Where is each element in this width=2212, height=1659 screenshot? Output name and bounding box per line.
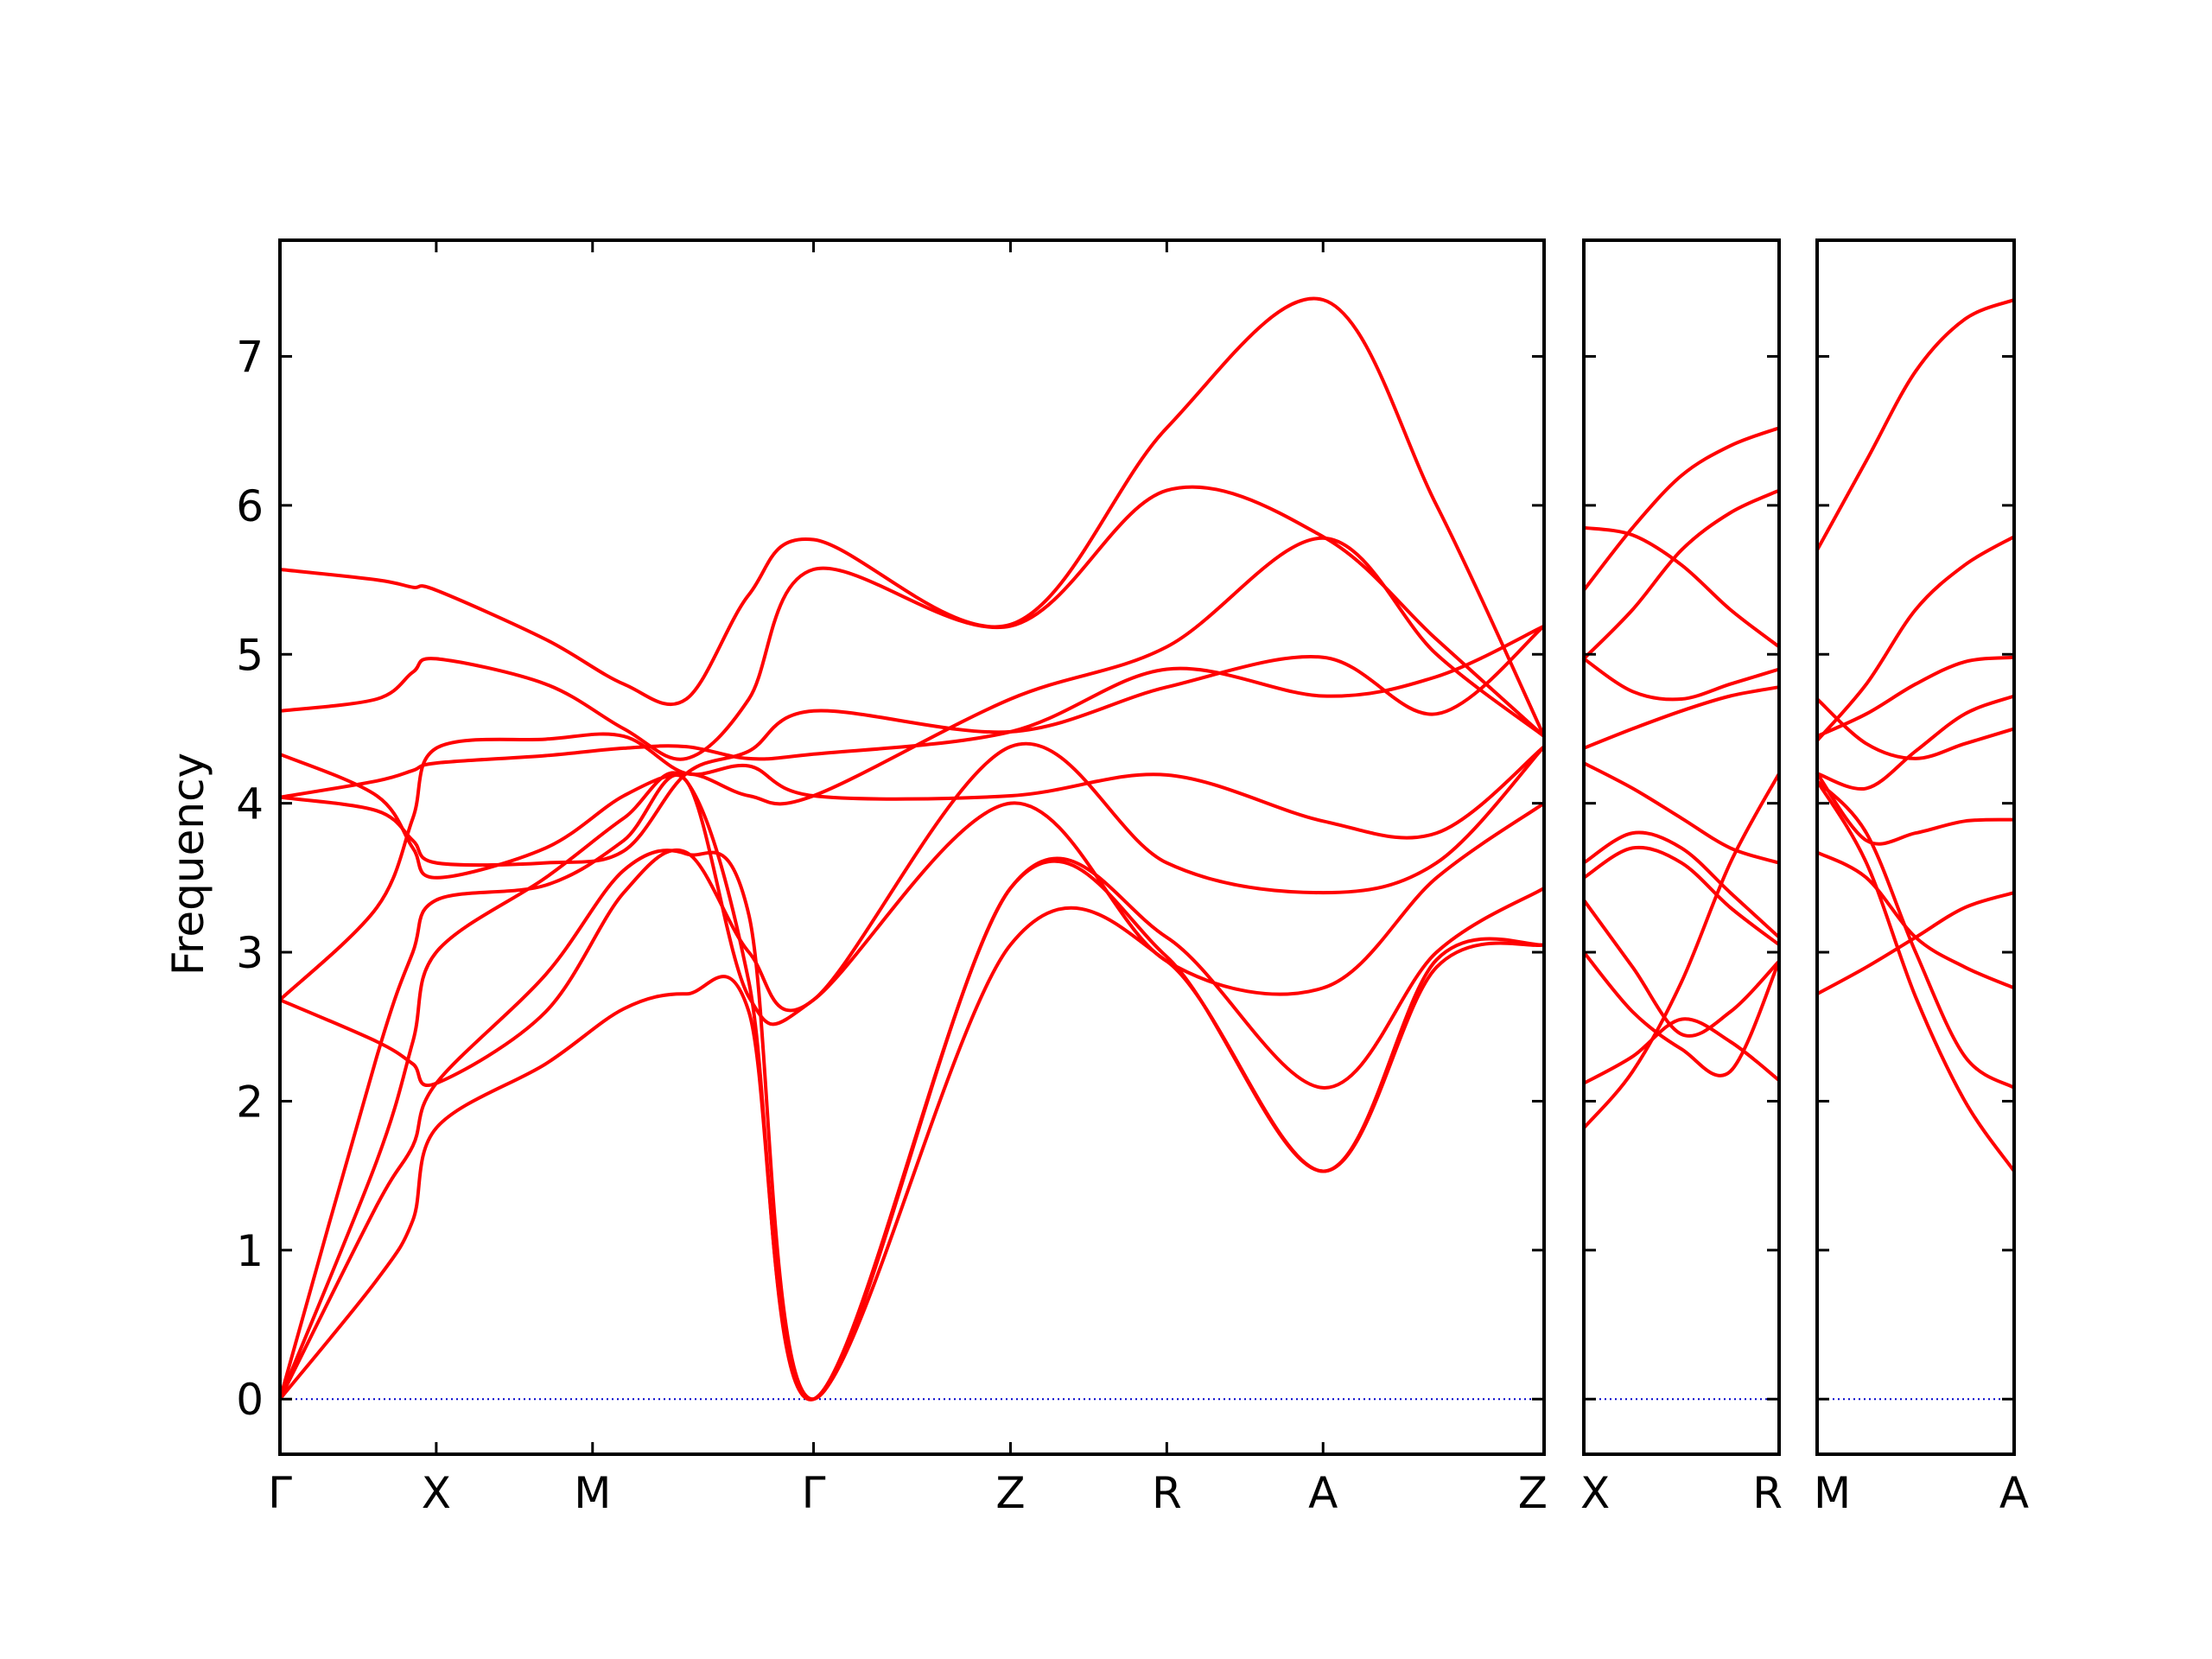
x-tick-label: Γ bbox=[802, 1468, 826, 1518]
band-2-1 bbox=[1582, 772, 1781, 1130]
x-tick-label: A bbox=[1999, 1468, 2029, 1518]
band-2-8 bbox=[1582, 685, 1781, 750]
band-3-10 bbox=[1815, 298, 2016, 552]
band-2-12 bbox=[1582, 525, 1781, 649]
band-3-1 bbox=[1815, 779, 2016, 1173]
band-2-3 bbox=[1582, 950, 1781, 1077]
x-tick-label: M bbox=[1814, 1468, 1851, 1518]
x-tick-label: A bbox=[1308, 1468, 1338, 1518]
band-3-9 bbox=[1815, 697, 2016, 760]
y-tick-label: 0 bbox=[236, 1375, 264, 1425]
band-3-4 bbox=[1815, 891, 2016, 996]
y-tick-label: 3 bbox=[236, 928, 264, 978]
x-tick-label: X bbox=[422, 1468, 451, 1518]
band-3-8 bbox=[1815, 535, 2016, 743]
y-tick-label: 1 bbox=[236, 1226, 264, 1276]
y-tick-label: 6 bbox=[236, 481, 264, 531]
band-1-9 bbox=[278, 536, 1546, 880]
x-tick-label: R bbox=[1752, 1468, 1783, 1518]
band-2-6 bbox=[1582, 830, 1781, 939]
x-tick-label: Z bbox=[995, 1468, 1025, 1518]
band-1-2 bbox=[278, 849, 1546, 1402]
band-1-8 bbox=[278, 624, 1546, 799]
band-1-3 bbox=[278, 771, 1546, 1402]
band-3-2 bbox=[1815, 779, 2016, 1090]
band-2-11 bbox=[1582, 426, 1781, 593]
x-tick-label: Γ bbox=[268, 1468, 292, 1518]
y-tick-label: 2 bbox=[236, 1077, 264, 1127]
band-3-5 bbox=[1815, 772, 2016, 846]
band-2-9 bbox=[1582, 657, 1781, 702]
ticks bbox=[280, 240, 2014, 1454]
y-tick-label: 4 bbox=[236, 779, 264, 830]
band-2-4 bbox=[1582, 898, 1781, 1038]
y-tick-label: 5 bbox=[236, 630, 264, 680]
band-1-7 bbox=[278, 624, 1546, 868]
x-tick-label: Z bbox=[1518, 1468, 1548, 1518]
panel-frame-1 bbox=[278, 238, 1546, 1456]
band-3-3 bbox=[1815, 850, 2016, 990]
band-2-7 bbox=[1582, 761, 1781, 865]
band-2-2 bbox=[1582, 1017, 1781, 1085]
band-1-4 bbox=[278, 773, 1546, 1402]
bands bbox=[278, 296, 2016, 1402]
band-1-5 bbox=[278, 741, 1546, 1087]
band-3-7 bbox=[1815, 655, 2016, 739]
band-1-11 bbox=[278, 296, 1546, 739]
band-2-5 bbox=[1582, 845, 1781, 947]
y-axis-label: Frequency bbox=[163, 753, 213, 976]
band-3-6 bbox=[1815, 694, 2016, 791]
band-1-10 bbox=[278, 485, 1546, 761]
band-2-10 bbox=[1582, 488, 1781, 661]
x-tick-label: X bbox=[1580, 1468, 1610, 1518]
y-tick-label: 7 bbox=[236, 332, 264, 382]
x-tick-label: R bbox=[1152, 1468, 1182, 1518]
panel-frame-2 bbox=[1582, 238, 1781, 1456]
band-1-6 bbox=[278, 732, 1546, 1002]
panel-frames bbox=[278, 238, 2016, 1456]
x-tick-label: M bbox=[574, 1468, 611, 1518]
panel-frame-3 bbox=[1815, 238, 2016, 1456]
